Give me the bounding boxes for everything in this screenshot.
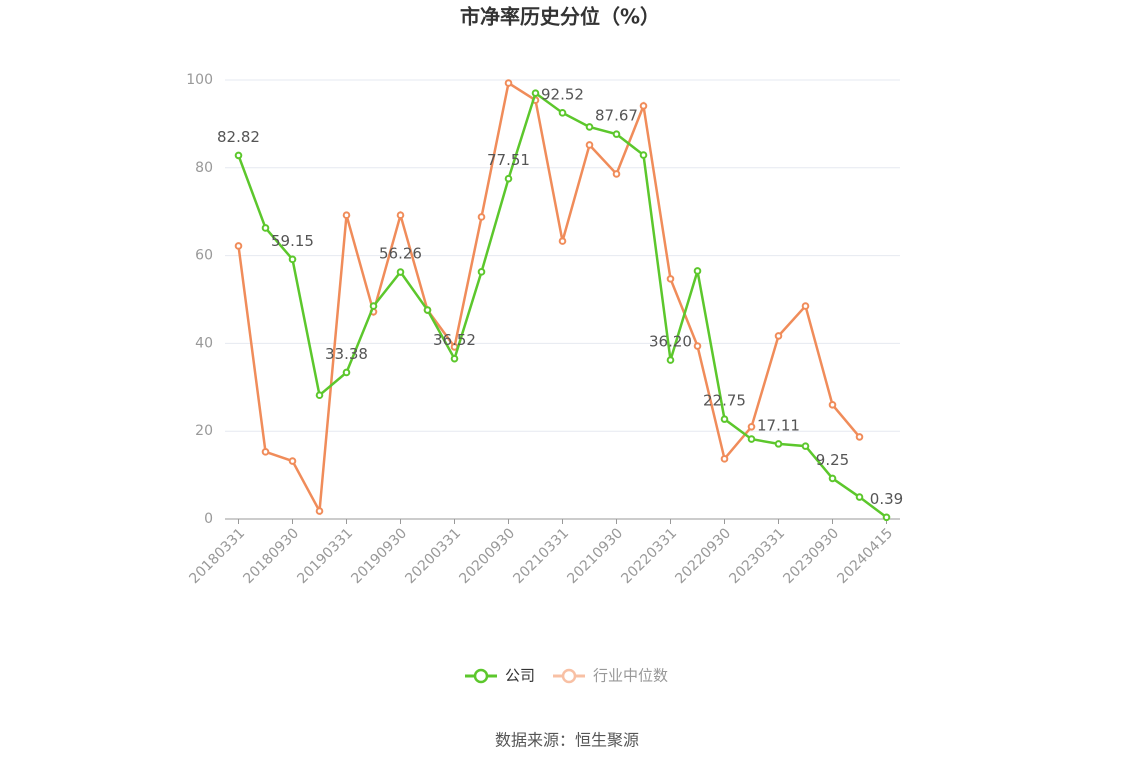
legend-label: 公司 <box>505 667 535 685</box>
x-tick-label: 20210331 <box>510 525 572 587</box>
point <box>315 507 324 515</box>
legend-marker <box>561 668 577 684</box>
point <box>666 275 675 283</box>
data-label: 82.82 <box>217 128 260 146</box>
point <box>342 211 351 220</box>
legend-marker <box>473 668 489 684</box>
y-tick-label: 0 <box>204 511 213 527</box>
point <box>504 174 513 183</box>
y-tick-label: 100 <box>186 72 213 88</box>
data-label: 22.75 <box>703 392 746 410</box>
point <box>531 89 540 97</box>
point <box>828 474 837 483</box>
data-label: 92.52 <box>541 85 584 103</box>
point <box>558 237 567 245</box>
legend-label: 行业中位数 <box>593 667 668 685</box>
legend-item[interactable]: 行业中位数 <box>553 667 668 685</box>
data-label: 36.20 <box>649 333 692 351</box>
x-tick-label: 20200930 <box>456 525 518 587</box>
point <box>639 102 648 110</box>
point <box>342 368 351 377</box>
point <box>396 268 405 276</box>
data-label: 33.38 <box>325 345 368 363</box>
x-tick-label: 20220930 <box>672 525 734 587</box>
point <box>396 211 405 220</box>
point <box>747 435 756 443</box>
x-tick-label: 20190331 <box>294 525 356 587</box>
x-tick-label: 20180930 <box>240 525 302 587</box>
point <box>477 213 486 221</box>
y-tick-label: 80 <box>195 160 213 176</box>
y-tick-label: 60 <box>195 248 213 264</box>
series-line <box>237 91 888 519</box>
x-tick-label: 20200331 <box>402 525 464 587</box>
point <box>504 79 513 87</box>
point <box>261 448 270 456</box>
x-tick-label: 20230930 <box>780 525 842 587</box>
point <box>369 302 378 310</box>
x-tick-label: 20220331 <box>618 525 680 587</box>
point <box>801 442 810 450</box>
point <box>882 513 891 522</box>
data-label: 9.25 <box>816 451 849 469</box>
point <box>639 151 648 159</box>
point <box>855 493 864 501</box>
data-label: 0.39 <box>870 490 903 508</box>
data-label: 77.51 <box>487 151 530 169</box>
point <box>693 342 702 350</box>
point <box>288 457 297 465</box>
data-label: 87.67 <box>595 107 638 125</box>
point <box>477 268 486 276</box>
point <box>234 242 243 250</box>
point <box>693 267 702 275</box>
point <box>720 415 729 423</box>
x-tick-label: 20190930 <box>348 525 410 587</box>
point <box>288 255 297 264</box>
data-label: 59.15 <box>271 232 314 250</box>
y-tick-label: 20 <box>195 423 213 439</box>
chart-title: 市净率历史分位（%） <box>460 5 660 29</box>
legend-item[interactable]: 公司 <box>465 667 535 685</box>
point <box>828 401 837 409</box>
point <box>261 224 270 232</box>
series-line <box>237 81 861 516</box>
point <box>774 440 783 448</box>
point <box>855 433 864 441</box>
point <box>774 332 783 340</box>
data-label: 56.26 <box>379 245 422 263</box>
point <box>450 354 459 363</box>
point <box>585 141 594 149</box>
source: 数据来源：恒生聚源 <box>495 731 639 750</box>
point <box>423 306 432 314</box>
x-tick-label: 20210930 <box>564 525 626 587</box>
point <box>585 123 594 131</box>
point <box>801 302 810 310</box>
point <box>720 455 729 463</box>
data-label: 17.11 <box>757 416 800 434</box>
point <box>612 170 621 178</box>
point <box>315 391 324 400</box>
point <box>612 130 621 138</box>
x-tick-label: 20180331 <box>186 525 248 587</box>
point <box>666 356 675 364</box>
point <box>747 423 756 431</box>
point <box>234 151 243 160</box>
x-tick-label: 20240415 <box>834 525 896 587</box>
x-tick-label: 20230331 <box>726 525 788 587</box>
y-tick-label: 40 <box>195 335 213 351</box>
point <box>558 109 567 117</box>
data-label: 36.52 <box>433 331 476 349</box>
